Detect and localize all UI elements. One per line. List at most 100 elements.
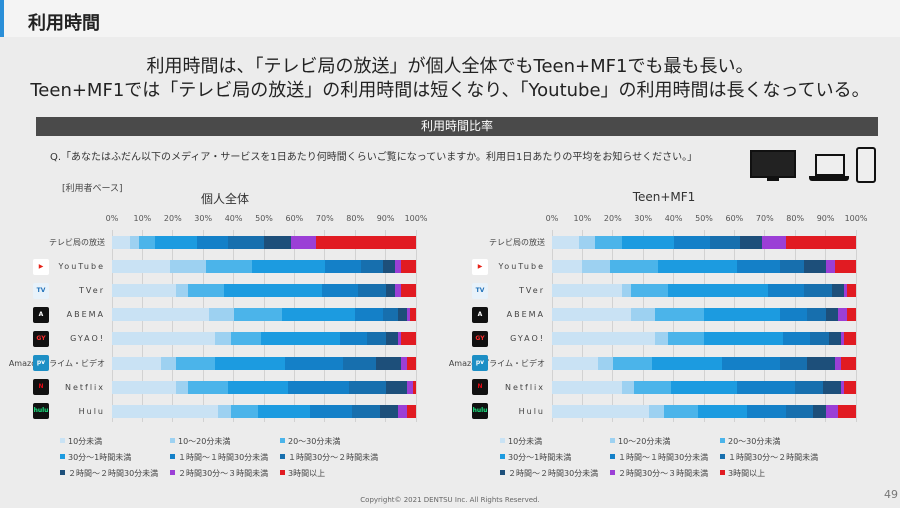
legend-item: 10～20分未満 <box>170 437 230 447</box>
legend-swatch <box>170 438 175 443</box>
bar-segment <box>397 404 407 418</box>
bar-segment <box>825 308 838 322</box>
legend-label: 10分未満 <box>508 437 543 446</box>
bar-segment <box>340 332 368 346</box>
bar-segment <box>367 332 386 346</box>
legend-label: 30分～1時間未満 <box>508 453 572 462</box>
legend-item: １時間30分～２時間未満 <box>280 453 378 463</box>
legend-swatch <box>500 454 505 459</box>
bar-segment <box>664 404 698 418</box>
gridline <box>551 230 553 422</box>
bar-segment <box>552 308 632 322</box>
legend-swatch <box>280 454 285 459</box>
bar-segment <box>112 308 210 322</box>
gridline <box>202 230 204 422</box>
service-logo-icon: A <box>472 306 488 323</box>
bar-segment <box>810 332 829 346</box>
bar-segment <box>188 380 228 394</box>
service-logo-icon: GY <box>472 330 488 347</box>
legend-label: １時間～１時間30分未満 <box>178 453 269 462</box>
legend-swatch <box>500 438 505 443</box>
legend-label: １時間30分～２時間未満 <box>288 453 379 462</box>
bar-segment <box>658 260 738 274</box>
bar-segment <box>406 404 416 418</box>
bar-segment <box>825 404 838 418</box>
section-header: 利用時間比率 <box>36 117 878 136</box>
bar-segment <box>825 260 835 274</box>
gridline <box>324 230 326 422</box>
category-label: TVer <box>79 286 105 296</box>
bar-segment <box>321 284 359 298</box>
bar-segment <box>227 380 289 394</box>
legend-item: １時間30分～２時間未満 <box>720 453 818 463</box>
bar-segment <box>400 332 416 346</box>
bar-segment <box>154 236 198 249</box>
bar-segment <box>843 332 856 346</box>
gridline <box>673 230 675 422</box>
gridline <box>855 230 857 422</box>
bar-segment <box>315 236 416 249</box>
bar-segment <box>385 332 398 346</box>
category-label: ABEMA <box>66 310 105 320</box>
bar-segment <box>400 260 416 274</box>
tick-label: 30% <box>194 214 213 223</box>
bar-segment <box>631 284 668 298</box>
category-label: テレビ局の放送 <box>49 238 105 247</box>
legend-item: 10分未満 <box>60 437 102 447</box>
bar-segment <box>840 356 856 370</box>
bar-segment <box>169 260 207 274</box>
bar-segment <box>412 380 416 394</box>
service-logo-icon: TV <box>472 282 488 299</box>
bar-segment <box>552 356 598 370</box>
bar-segment <box>804 260 826 274</box>
bar-segment <box>722 356 780 370</box>
service-logo-icon: pv <box>472 355 488 371</box>
bar-segment <box>379 404 398 418</box>
bar-segment <box>376 356 401 370</box>
bar-segment <box>282 308 356 322</box>
bar-segment <box>737 380 796 394</box>
tick-label: 70% <box>315 214 334 223</box>
legend-item: 10分未満 <box>500 437 542 447</box>
survey-question: Q.「あなたはふだん以下のメディア・サービスを1日あたり何時間くらいご覧になって… <box>50 152 698 163</box>
legend-label: ２時間30分～３時間未満 <box>178 469 269 478</box>
bar-segment <box>215 332 231 346</box>
bar-segment <box>130 236 140 249</box>
title-accent <box>0 0 4 37</box>
legend-label: ２時間～２時間30分未満 <box>68 469 159 478</box>
bar-segment <box>804 284 832 298</box>
legend-swatch <box>170 470 175 475</box>
legend-item: 20～30分未満 <box>720 437 780 447</box>
bar-segment <box>795 380 823 394</box>
legend-item: 3時間以上 <box>720 469 765 479</box>
bar-segment <box>552 260 583 274</box>
bar-segment <box>761 236 787 249</box>
bar-segment <box>264 236 292 249</box>
bar-segment <box>251 260 325 274</box>
category-label: Amazonプライム・ビデオ <box>448 358 545 368</box>
bar-segment <box>843 284 847 298</box>
bar-segment <box>579 236 595 249</box>
legend-item: ２時間30分～３時間未満 <box>610 469 708 479</box>
legend-swatch <box>610 470 615 475</box>
tick-label: 10% <box>133 214 152 223</box>
bar-segment <box>834 260 856 274</box>
legend-swatch <box>170 454 175 459</box>
category-label: Netflix <box>64 382 105 392</box>
category-label: TVer <box>519 286 545 296</box>
tick-label: 10% <box>573 214 592 223</box>
bar-segment <box>209 308 234 322</box>
legend-item: 20～30分未満 <box>280 437 340 447</box>
legend-swatch <box>720 470 725 475</box>
bar-segment <box>227 236 264 249</box>
bar-segment <box>667 284 768 298</box>
service-logo-icon: hulu <box>472 403 488 420</box>
bar-segment <box>552 284 622 298</box>
bar-segment <box>230 332 261 346</box>
tick-label: 100% <box>844 214 868 223</box>
legend-swatch <box>60 470 65 475</box>
bar-segment <box>780 260 805 274</box>
category-label: テレビ局の放送 <box>489 238 545 247</box>
bar-segment <box>355 308 383 322</box>
bar-segment <box>655 332 668 346</box>
